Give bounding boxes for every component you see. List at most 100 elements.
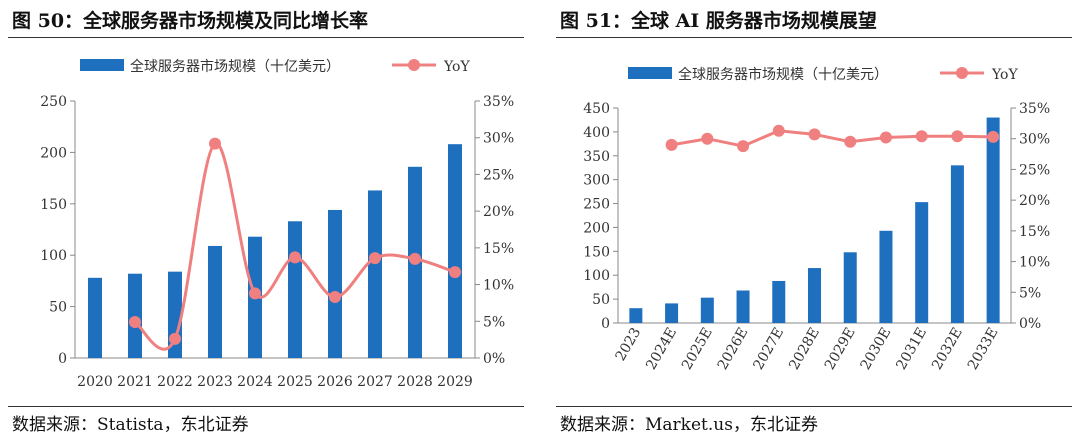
yoy-point [772,124,785,137]
right-tick-label: 30% [1019,132,1050,148]
bar [808,268,821,323]
x-tick-label: 2029 [437,374,473,390]
x-tick-label: 2029E [822,325,859,373]
x-tick-label: 2020 [77,374,113,390]
bar [368,190,382,358]
legend-line-marker [956,67,968,79]
bar [208,245,222,358]
top-rule [8,37,524,38]
bar [843,252,857,323]
yoy-point [129,316,141,329]
yoy-point [249,287,261,300]
bar [288,221,302,358]
bar [448,144,462,358]
bottom-rule [556,406,1072,407]
right-tick-label: 5% [483,314,505,330]
right-tick-label: 0% [1019,316,1041,332]
x-tick-label: 2031E [893,325,930,373]
right-tick-label: 35% [1019,101,1050,117]
left-tick-label: 200 [40,145,67,161]
x-tick-label: 2032E [929,325,966,373]
bar [915,202,929,323]
right-tick-label: 15% [1019,224,1050,240]
right-tick-label: 0% [483,351,505,367]
left-tick-label: 50 [592,292,610,308]
x-tick-label: 2025 [277,374,313,390]
yoy-point [409,252,421,265]
yoy-point [289,251,301,264]
yoy-point [987,130,1000,143]
left-tick-label: 100 [583,268,610,284]
bottom-rule [8,406,524,407]
bar [88,277,102,358]
bar [986,117,1000,323]
right-tick-label: 20% [483,204,514,220]
x-tick-label: 2023 [197,374,233,390]
x-tick-label: 2033E [965,325,1002,373]
server-market-chart: 全球服务器市场规模（十亿美元） YoY 0 50 100 150 200 250 0% 5% 10%… [40,58,514,390]
top-rule [556,37,1072,38]
yoy-point [329,291,341,304]
bar [328,209,342,358]
x-tick-label: 2024 [237,374,273,390]
yoy-point [449,266,461,279]
left-tick-label: 100 [40,248,67,264]
left-tick-label: 150 [583,244,610,260]
x-tick-label: 2030E [858,325,895,373]
legend-line-label: YoY [443,59,470,75]
legend: 全球服务器市场规模（十亿美元） YoY [80,58,470,75]
yoy-line [134,142,456,351]
legend-line-marker [408,59,420,71]
yoy-point [737,140,750,153]
bar [772,280,786,323]
x-tick-label: 2025E [679,325,716,373]
figure-51-panel: 图 51：全球 AI 服务器市场规模展望 全球服务器市场规模（十亿美元） YoY 0… [556,0,1076,445]
left-tick-label: 250 [40,94,67,110]
yoy-point [844,135,857,148]
x-tick-label: 2023 [613,325,645,364]
source-note: 数据来源：Statista，东北证券 [12,415,249,435]
bar [736,290,750,323]
x-tick-label: 2028 [397,374,433,390]
yoy-point [879,131,892,144]
yoy-point [701,132,714,145]
bar [700,297,714,323]
right-tick-label: 20% [1019,193,1050,209]
bar [128,273,142,358]
yoy-point [665,138,678,151]
right-tick-label: 10% [1019,255,1050,271]
legend-bar-label: 全球服务器市场规模（十亿美元） [130,58,340,75]
left-tick-label: 350 [583,149,610,165]
x-tick-label: 2026E [715,325,752,373]
right-tick-label: 10% [483,278,514,294]
right-tick-label: 5% [1019,285,1041,301]
left-tick-label: 0 [601,316,610,332]
legend-bar-label: 全球服务器市场规模（十亿美元） [678,66,888,83]
left-tick-label: 450 [583,101,610,117]
right-tick-label: 15% [483,241,514,257]
yoy-line [671,129,994,148]
yoy-point [209,137,221,150]
x-tick-label: 2026 [317,374,353,390]
yoy-point [915,130,928,143]
right-tick-label: 35% [483,94,514,110]
left-tick-label: 250 [583,197,610,213]
x-tick-label: 2027 [357,374,393,390]
legend: 全球服务器市场规模（十亿美元） YoY [628,66,1018,83]
left-tick-label: 300 [583,173,610,189]
ai-server-market-chart: 全球服务器市场规模（十亿美元） YoY 0 50 100 150 200 250 300 350 4… [583,66,1050,373]
x-tick-label: 2027E [750,325,787,373]
bar [950,165,964,323]
yoy-point [369,252,381,265]
x-tick-label: 2021 [117,374,153,390]
right-tick-label: 25% [1019,162,1050,178]
left-tick-label: 200 [583,220,610,236]
x-tick-label: 2022 [157,374,193,390]
bar [629,308,643,323]
legend-bar-swatch [80,59,124,71]
bar [665,303,679,323]
right-tick-label: 25% [483,167,514,183]
figure-50-panel: 图 50：全球服务器市场规模及同比增长率 全球服务器市场规模（十亿美元） YoY 0… [8,0,528,445]
left-tick-label: 150 [40,197,67,213]
figure-title: 图 50：全球服务器市场规模及同比增长率 [12,10,369,32]
